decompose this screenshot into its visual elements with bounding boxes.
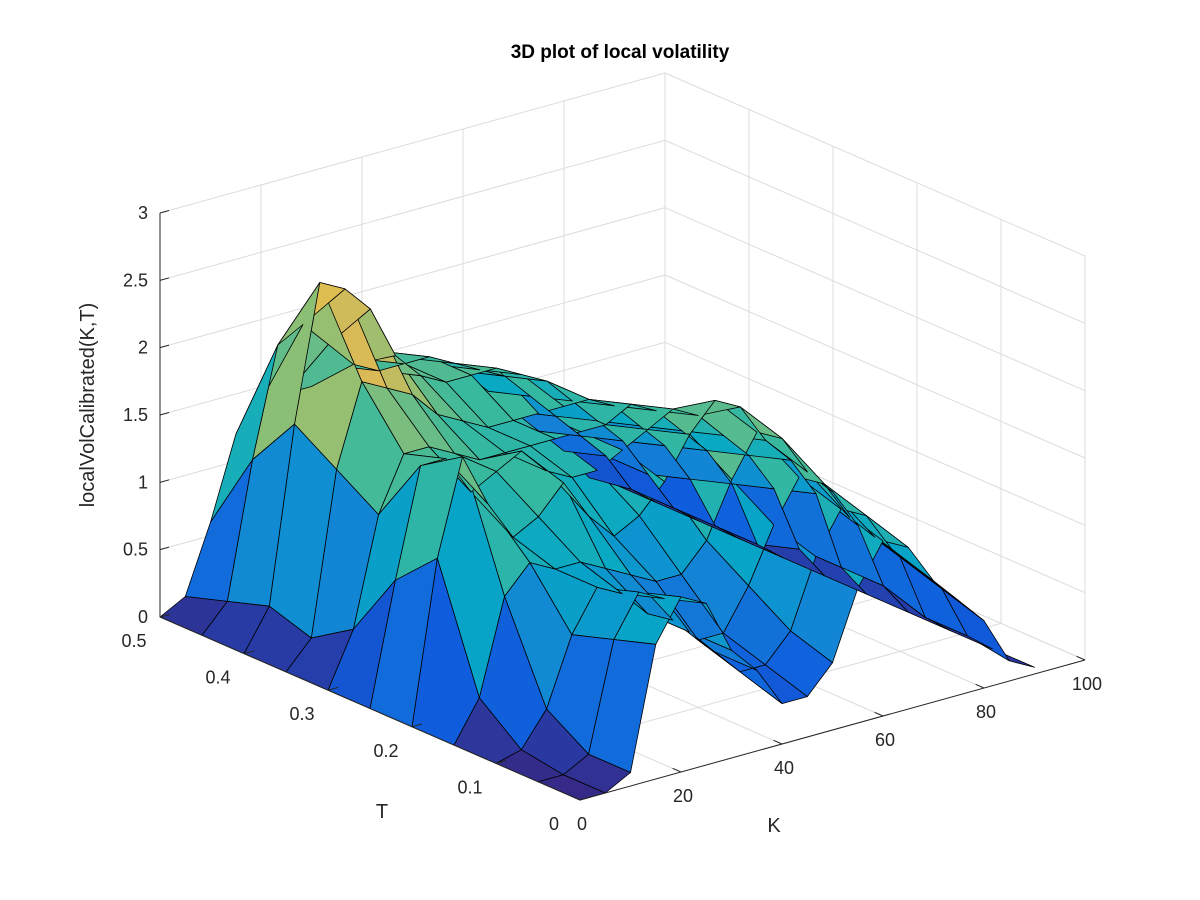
x-tick-label: 40	[774, 758, 794, 778]
y-tick-label: 0.5	[121, 631, 146, 651]
grid-line	[159, 207, 666, 349]
z-tick-label: 2	[138, 338, 148, 358]
z-tick	[159, 209, 170, 214]
x-axis-label: K	[767, 815, 781, 837]
grid-line	[664, 139, 1086, 324]
z-tick-label: 3	[138, 203, 148, 223]
y-axis-label: T	[376, 801, 388, 823]
z-tick-label: 2.5	[123, 270, 148, 290]
y-tick	[495, 760, 507, 764]
grid-line	[664, 274, 1086, 459]
chart-title: 3D plot of local volatility	[511, 42, 730, 63]
z-tick-label: 0	[138, 607, 148, 627]
axes: 0 20 40 60 80 100 0 0.1 0.2 0.3 0.4 0.5 0 0.5 1 1.5 2 2.5…	[121, 203, 1102, 834]
grid-line	[664, 72, 1086, 257]
x-tick	[1076, 655, 1086, 661]
y-axis-line	[159, 616, 581, 801]
x-tick-label: 80	[976, 702, 996, 722]
y-tick	[243, 650, 255, 655]
surface-mesh	[159, 282, 1035, 801]
y-tick-label: 0.3	[289, 704, 314, 724]
grid-line	[159, 72, 666, 214]
x-axis-line	[579, 659, 1086, 801]
z-tick	[159, 546, 170, 551]
y-tick	[327, 686, 339, 691]
y-tick	[579, 796, 591, 801]
y-tick-label: 0.4	[205, 668, 230, 688]
x-tick-label: 60	[875, 730, 895, 750]
x-tick	[672, 767, 682, 773]
z-tick	[159, 613, 170, 618]
z-tick	[159, 344, 170, 349]
grid-line	[664, 341, 1086, 526]
z-tick-label: 1.5	[123, 405, 148, 425]
z-axis-label: localVolCalibrated(K,T)	[77, 303, 99, 508]
y-tick	[411, 723, 423, 728]
x-tick-label: 0	[577, 814, 587, 834]
x-tick	[874, 711, 884, 717]
z-tick	[159, 277, 170, 281]
z-tick-label: 0.5	[123, 540, 148, 560]
y-tick-label: 0.2	[373, 741, 398, 761]
x-tick	[975, 683, 985, 689]
x-tick-label: 100	[1072, 674, 1102, 694]
z-tick	[159, 479, 170, 483]
z-tick	[159, 411, 170, 416]
grid-line	[159, 139, 666, 281]
z-tick-label: 1	[138, 472, 148, 492]
x-tick	[773, 739, 783, 745]
grid-line	[664, 207, 1086, 392]
y-tick-label: 0	[549, 814, 559, 834]
grid-line	[159, 274, 666, 416]
y-tick-label: 0.1	[457, 777, 482, 797]
x-tick-label: 20	[673, 786, 693, 806]
